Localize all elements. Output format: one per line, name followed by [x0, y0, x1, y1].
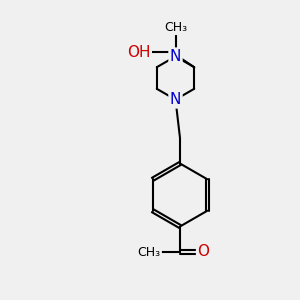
- Text: OH: OH: [127, 45, 151, 60]
- Text: O: O: [197, 244, 209, 260]
- Text: CH₃: CH₃: [137, 245, 161, 259]
- Text: CH₃: CH₃: [164, 21, 187, 34]
- Text: N: N: [170, 92, 181, 107]
- Text: N: N: [170, 49, 181, 64]
